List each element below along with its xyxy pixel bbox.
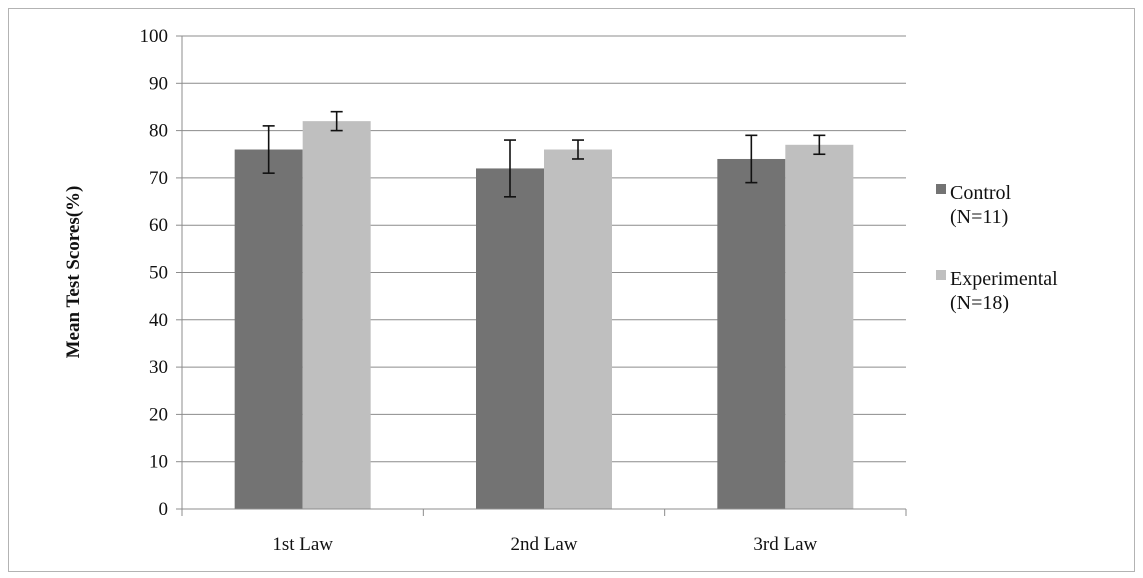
y-tick-label: 20 [149, 404, 168, 425]
y-tick-label: 100 [140, 26, 169, 47]
y-axis-ticks: 0 10 20 30 40 50 60 70 80 90 100 [140, 26, 182, 520]
legend-label: (N=11) [950, 206, 1008, 228]
y-tick-label: 70 [149, 168, 168, 189]
legend-label: (N=18) [950, 292, 1009, 314]
bar [476, 168, 544, 509]
y-axis-label: Mean Test Scores(%) [63, 186, 84, 359]
bar [234, 149, 303, 509]
axes [181, 36, 906, 510]
error-bars [262, 110, 826, 198]
y-tick-label: 0 [159, 499, 169, 520]
bar [717, 158, 786, 510]
legend-label: Experimental [950, 268, 1058, 290]
bar [544, 149, 612, 509]
y-tick-label: 50 [149, 263, 168, 284]
legend: Control(N=11) Experimental(N=18) [936, 182, 1058, 314]
y-tick-label: 90 [149, 73, 168, 94]
x-tick-label: 3rd Law [753, 534, 817, 555]
y-tick-label: 40 [149, 310, 168, 331]
y-tick-label: 30 [149, 357, 168, 378]
x-axis-ticks: 1st Law 2nd Law 3rd Law [181, 509, 907, 555]
y-tick-label: 60 [149, 215, 168, 236]
bar [302, 121, 371, 509]
bars [234, 121, 854, 510]
x-tick-label: 2nd Law [510, 534, 577, 555]
legend-swatch [936, 184, 946, 194]
x-tick-label: 1st Law [272, 534, 333, 555]
legend-swatch [936, 270, 946, 280]
bar [785, 144, 854, 510]
y-tick-label: 80 [149, 121, 168, 142]
y-tick-label: 10 [149, 452, 168, 473]
legend-label: Control [950, 182, 1012, 204]
